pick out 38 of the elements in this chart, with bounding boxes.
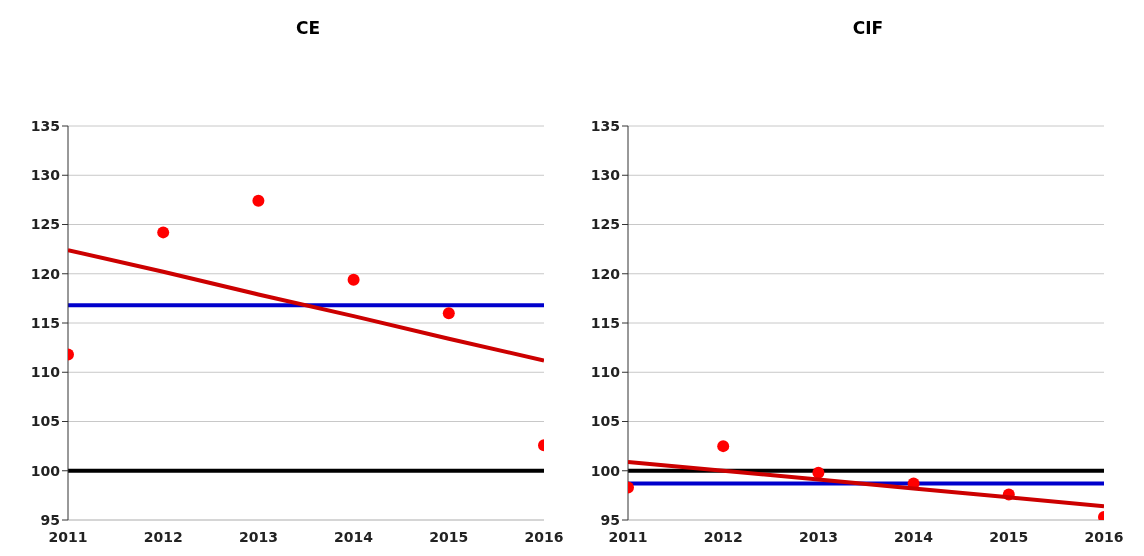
y-tick-label: 95 [40, 511, 60, 528]
x-tick-label: 2011 [608, 528, 648, 545]
chart-title: CE [294, 18, 322, 38]
x-tick-label: 2015 [989, 528, 1029, 545]
y-tick-label: 100 [590, 462, 621, 479]
y-tick-label: 110 [30, 364, 61, 381]
y-tick-label: 95 [600, 511, 620, 528]
y-tick-label: 105 [30, 413, 60, 430]
line-series [628, 459, 1104, 509]
y-tick-label: 120 [30, 265, 61, 282]
point [442, 307, 455, 320]
y-tick-label: 130 [590, 167, 621, 184]
line-series [68, 248, 544, 363]
y-tick-label: 100 [30, 462, 61, 479]
point [252, 194, 265, 207]
y-tick-label: 105 [590, 413, 620, 430]
x-tick-label: 2013 [238, 528, 278, 545]
x-tick-label: 2015 [429, 528, 469, 545]
x-tick-label: 2011 [48, 528, 88, 545]
point [347, 273, 360, 286]
y-tick-label: 130 [30, 167, 61, 184]
x-tick-label: 2012 [703, 528, 743, 545]
y-tick-label: 135 [590, 117, 620, 134]
chart-title: CIF [851, 18, 885, 38]
y-tick-label: 120 [590, 265, 621, 282]
y-tick-label: 115 [590, 314, 620, 331]
x-tick-label: 2016 [524, 528, 564, 545]
x-tick-label: 2012 [143, 528, 183, 545]
x-tick-label: 2016 [1084, 528, 1124, 545]
point [157, 226, 170, 239]
x-tick-label: 2014 [334, 528, 374, 545]
x-tick-label: 2014 [894, 528, 934, 545]
y-tick-label: 125 [30, 216, 60, 233]
y-tick-label: 135 [30, 117, 60, 134]
y-tick-label: 115 [30, 314, 60, 331]
y-tick-label: 110 [590, 364, 621, 381]
x-tick-label: 2013 [798, 528, 838, 545]
y-tick-label: 125 [590, 216, 620, 233]
